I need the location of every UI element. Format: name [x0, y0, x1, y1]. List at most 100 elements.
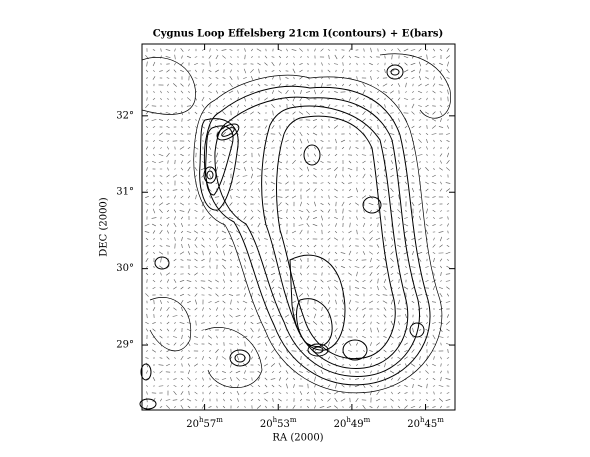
polarization-bar: [209, 210, 211, 212]
polarization-bar: [209, 315, 211, 317]
polarization-bar: [418, 61, 422, 67]
polarization-bar: [292, 216, 296, 220]
polarization-bar: [223, 286, 225, 290]
polarization-bar: [159, 357, 163, 359]
contour: [303, 144, 321, 166]
polarization-bar: [145, 161, 149, 163]
polarization-bar: [363, 98, 365, 100]
polarization-bar: [230, 56, 232, 58]
polarization-bar: [257, 147, 261, 149]
polarization-bar: [236, 308, 240, 310]
polarization-bar: [433, 315, 435, 317]
polarization-bar: [390, 160, 394, 164]
polarization-bar: [376, 70, 380, 72]
polarization-bar: [166, 321, 170, 325]
polarization-bar: [201, 237, 205, 241]
polarization-bar: [257, 385, 261, 387]
polarization-bar: [356, 406, 358, 408]
polarization-bar: [215, 147, 219, 149]
polarization-bar: [244, 90, 246, 94]
polarization-bar: [278, 210, 282, 212]
polarization-bar: [335, 377, 337, 381]
polarization-bar: [355, 104, 359, 108]
polarization-bar: [348, 55, 352, 59]
polarization-bar: [349, 91, 351, 93]
contour: [206, 170, 214, 180]
polarization-bar: [432, 399, 436, 401]
polarization-bar: [250, 209, 254, 213]
polarization-bar: [404, 125, 408, 129]
polarization-bar: [411, 196, 415, 198]
polarization-bar: [327, 202, 331, 206]
x-tick-label: 20h45m: [407, 416, 444, 430]
polarization-bar: [244, 286, 246, 290]
polarization-bar: [377, 160, 379, 164]
contour: [205, 125, 234, 196]
polarization-bar: [180, 175, 184, 177]
polarization-bar: [265, 251, 267, 255]
polarization-bar: [202, 69, 204, 73]
polarization-bar: [180, 377, 184, 381]
polarization-bar: [403, 48, 409, 52]
polarization-bar: [222, 55, 226, 59]
polarization-bar: [306, 97, 310, 101]
polarization-bar: [237, 119, 239, 121]
polarization-bar: [425, 83, 429, 87]
polarization-bar: [403, 55, 409, 59]
polarization-bar: [165, 363, 171, 367]
polarization-bar: [160, 299, 162, 305]
polarization-bar: [208, 133, 212, 135]
polarization-bar: [250, 98, 254, 100]
polarization-bar: [152, 322, 156, 324]
polarization-bar: [222, 153, 226, 157]
polarization-bar: [426, 202, 428, 206]
polarization-bar: [279, 230, 281, 234]
polarization-bar: [222, 264, 226, 270]
polarization-bar: [313, 125, 317, 129]
polarization-bar: [152, 279, 156, 283]
polarization-bar: [222, 238, 226, 240]
polarization-bar: [440, 376, 442, 382]
polarization-bar: [446, 293, 450, 297]
polarization-bar: [306, 370, 310, 374]
polarization-bar: [214, 119, 220, 121]
polarization-bar: [257, 343, 261, 345]
polarization-bar: [439, 153, 443, 157]
polarization-bar: [208, 364, 212, 366]
polarization-bar: [265, 265, 267, 269]
polarization-bar: [376, 342, 380, 346]
polarization-bar: [369, 56, 373, 58]
polarization-bar: [320, 140, 324, 142]
polarization-bar: [250, 133, 254, 135]
polarization-bar: [405, 363, 407, 367]
polarization-bar: [286, 132, 288, 136]
contour: [409, 322, 425, 338]
polarization-bar: [181, 55, 183, 59]
polarization-bar: [152, 230, 156, 234]
polarization-bar: [222, 104, 226, 108]
polarization-bar: [277, 48, 283, 52]
polarization-bar: [306, 244, 310, 248]
polarization-bar: [342, 237, 344, 241]
polarization-bar: [250, 216, 254, 220]
y-tick-label: 32°: [116, 110, 134, 121]
polarization-bar: [361, 154, 367, 156]
polarization-bar: [242, 111, 248, 115]
polarization-bar: [174, 168, 176, 170]
polarization-bar: [250, 384, 254, 388]
polarization-bar: [166, 343, 170, 345]
polarization-bar: [146, 84, 148, 86]
polarization-bar: [425, 133, 429, 135]
polarization-bar: [361, 195, 367, 199]
polarization-bar: [201, 322, 205, 324]
contour: [141, 57, 196, 115]
polarization-bar: [221, 258, 227, 262]
polarization-bar: [377, 315, 379, 317]
polarization-bar: [278, 251, 282, 255]
polarization-bar: [320, 215, 324, 221]
polarization-bar: [258, 203, 260, 205]
polarization-bar: [237, 342, 239, 346]
polarization-bar: [390, 195, 394, 199]
polarization-bar: [180, 391, 184, 395]
polarization-bar: [153, 252, 155, 254]
